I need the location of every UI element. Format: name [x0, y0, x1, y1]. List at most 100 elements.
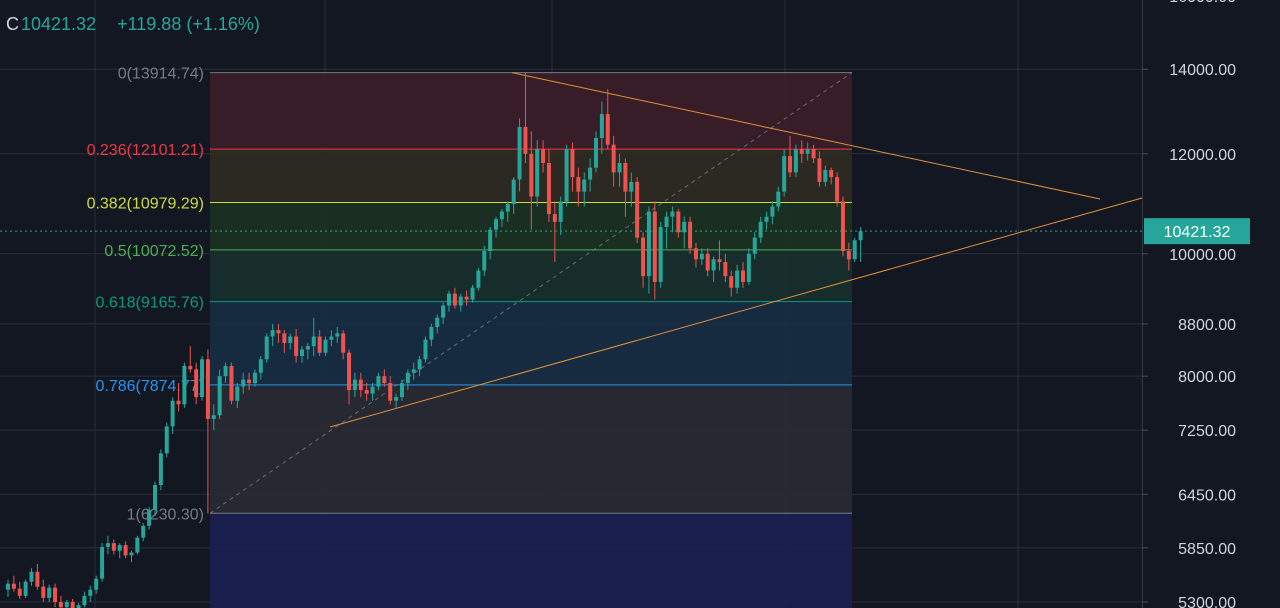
candle-body [835, 177, 840, 202]
candle-body [729, 276, 734, 288]
candle-body [646, 211, 651, 277]
candle-body [217, 376, 222, 416]
candle-body [282, 333, 287, 343]
candle-body [423, 339, 428, 360]
candle-body [811, 149, 816, 159]
candle-body [829, 170, 834, 178]
candle-body [623, 163, 628, 192]
candle-body [605, 114, 610, 145]
fib-band [210, 513, 852, 608]
ohlc-legend: C 10421.32 +119.88 (+1.16%) [6, 14, 262, 35]
y-tick-label: 7250.00 [1178, 423, 1236, 440]
fib-level-label: 0(13914.74) [118, 66, 204, 83]
y-tick-label: 10000.00 [1169, 247, 1236, 264]
candle-body [470, 287, 475, 300]
candle-body [223, 365, 228, 377]
candle-body [82, 595, 87, 606]
candle-body [64, 602, 69, 608]
candle-body [88, 589, 93, 596]
candle-body [329, 336, 334, 340]
candle-body [194, 369, 199, 398]
candle-body [770, 206, 775, 217]
candle-body [323, 339, 328, 353]
candle-body [376, 376, 381, 387]
candle-body [852, 240, 857, 260]
candle-body [247, 379, 252, 384]
candle-body [370, 386, 375, 394]
candle-body [564, 149, 569, 202]
candle-body [53, 587, 58, 602]
candle-body [711, 259, 716, 271]
candle-body [435, 317, 440, 328]
candle-body [252, 372, 257, 384]
candle-body [705, 253, 710, 271]
candle-body [817, 158, 822, 182]
candle-body [641, 237, 646, 277]
candle-body [523, 127, 528, 154]
candle-body [588, 167, 593, 180]
candle-body [205, 359, 210, 419]
candle-body [652, 211, 657, 282]
candle-body [429, 327, 434, 340]
candle-body [782, 156, 787, 192]
candle-body [499, 211, 504, 220]
candle-body [399, 383, 404, 398]
candle-body [494, 219, 499, 230]
candle-body [300, 349, 304, 356]
candle-body [823, 170, 828, 182]
candle-body [447, 293, 451, 306]
candle-body [288, 336, 293, 343]
candle-body [235, 386, 240, 401]
y-tick-label: 5850.00 [1178, 541, 1236, 558]
candle-body [35, 571, 40, 587]
candle-body [658, 227, 663, 282]
candle-body [629, 181, 634, 192]
candle-body [535, 149, 540, 197]
candle-body [799, 149, 804, 154]
candle-body [746, 253, 751, 282]
candle-body [382, 376, 387, 384]
fib-band [210, 249, 852, 302]
candle-body [752, 237, 757, 254]
candle-body [17, 588, 22, 596]
candle-body [693, 248, 698, 260]
candle-body [552, 214, 557, 222]
candle-body [141, 525, 146, 538]
fib-level-label: 0.786(7874.77) [95, 378, 204, 395]
candle-body [664, 216, 669, 228]
candle-body [153, 485, 157, 510]
candle-body [388, 383, 393, 401]
candle-body [58, 602, 63, 608]
candle-body [558, 201, 563, 222]
candle-body [394, 397, 399, 401]
candle-body [123, 545, 128, 556]
candle-body [76, 605, 81, 608]
ohlc-label: C [6, 14, 19, 34]
candle-body [611, 144, 616, 173]
candle-body [776, 191, 781, 207]
candle-body [347, 352, 352, 391]
candle-body [6, 583, 10, 590]
candle-body [264, 336, 269, 360]
candle-body [341, 333, 346, 353]
candle-body [270, 330, 275, 337]
candle-body [846, 251, 851, 260]
y-tick-label: 8000.00 [1178, 369, 1236, 386]
candle-body [541, 149, 546, 164]
fib-level-label: 1(6230.30) [127, 506, 204, 523]
candle-body [452, 293, 457, 306]
candle-body [200, 359, 205, 398]
candle-body [517, 127, 522, 180]
candle-body [105, 543, 110, 547]
candle-body [670, 211, 675, 217]
candle-body [47, 587, 52, 598]
candle-body [617, 163, 622, 173]
close-value: 10421.32 [21, 14, 97, 34]
candle-body [276, 330, 281, 334]
candle-body [176, 400, 181, 405]
candle-body [840, 201, 845, 252]
candle-body [411, 369, 416, 373]
y-tick-label: 12000.00 [1169, 147, 1236, 164]
